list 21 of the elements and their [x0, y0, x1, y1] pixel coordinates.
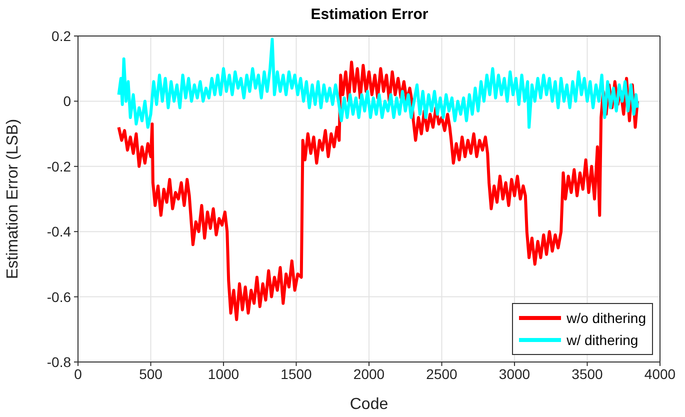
chart-title: Estimation Error — [310, 6, 430, 23]
y-tick-label: -0.4 — [46, 224, 72, 240]
x-tick-label: 1000 — [208, 366, 240, 382]
x-axis-title: Code — [350, 396, 388, 413]
legend-label: w/ dithering — [566, 332, 638, 348]
y-tick-label: 0.2 — [52, 28, 72, 44]
y-tick-label: -0.6 — [46, 288, 72, 305]
line-series — [117, 38, 639, 129]
legend-label: w/o dithering — [566, 310, 646, 326]
x-tick-label: 3500 — [572, 366, 604, 382]
x-tick-label: 2500 — [426, 366, 458, 382]
y-tick-label: -0.8 — [46, 354, 72, 370]
x-tick-label: 4000 — [644, 366, 676, 382]
y-tick-label: 0 — [63, 93, 72, 110]
x-tick-label: 3000 — [498, 366, 530, 382]
x-tick-label: 2000 — [353, 366, 385, 382]
x-tick-label: 0 — [74, 366, 82, 382]
y-tick-label: -0.2 — [46, 158, 72, 174]
x-tick-label: 1500 — [280, 366, 312, 382]
x-tick-label: 500 — [139, 366, 163, 382]
y-axis-title: Estimation Error (LSB) — [4, 118, 22, 280]
